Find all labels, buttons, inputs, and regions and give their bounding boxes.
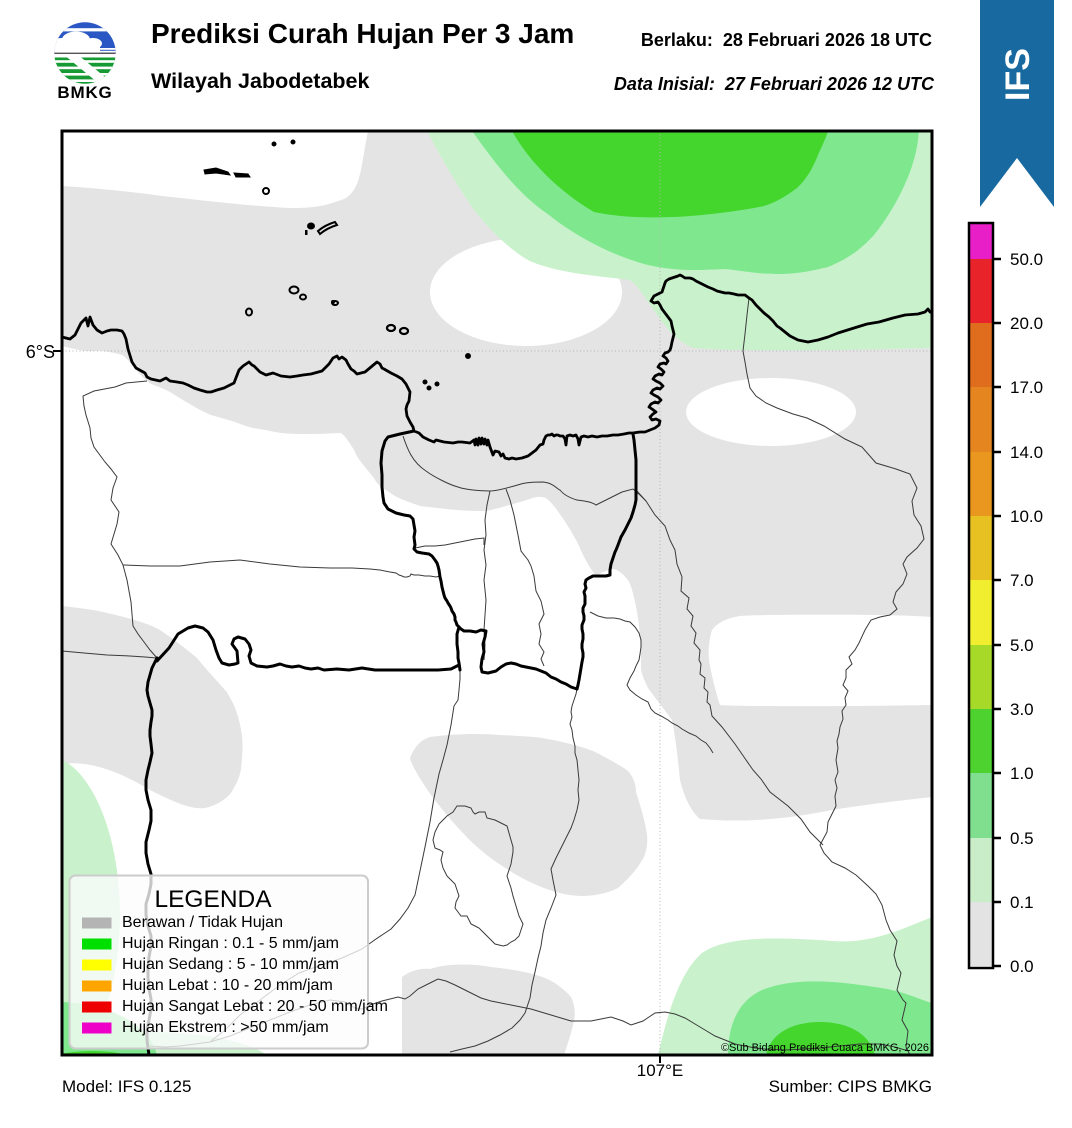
svg-text:5.0: 5.0	[1010, 636, 1034, 655]
svg-text:IFS: IFS	[999, 48, 1037, 101]
svg-text:Hujan Sangat Lebat : 20 - 50 m: Hujan Sangat Lebat : 20 - 50 mm/jam	[122, 998, 388, 1015]
svg-text:6°S: 6°S	[26, 342, 55, 362]
svg-text:Data Inisial: 27 Februari 202: Data Inisial: 27 Februari 2026 12 UTC	[614, 74, 935, 94]
svg-text:10.0: 10.0	[1010, 507, 1043, 526]
svg-text:20.0: 20.0	[1010, 314, 1043, 333]
svg-text:Sumber: CIPS BMKG: Sumber: CIPS BMKG	[769, 1077, 932, 1096]
svg-text:Hujan Ringan : 0.1 - 5 mm/jam: Hujan Ringan : 0.1 - 5 mm/jam	[122, 935, 339, 952]
svg-text:3.0: 3.0	[1010, 700, 1034, 719]
svg-text:0.0: 0.0	[1010, 957, 1034, 976]
svg-text:7.0: 7.0	[1010, 571, 1034, 590]
svg-text:Hujan Ekstrem : >50 mm/jam: Hujan Ekstrem : >50 mm/jam	[122, 1019, 329, 1036]
svg-text:Wilayah Jabodetabek: Wilayah Jabodetabek	[151, 69, 370, 93]
svg-text:©Sub Bidang Prediksi Cuaca BMK: ©Sub Bidang Prediksi Cuaca BMKG, 2026	[721, 1042, 929, 1054]
svg-text:0.5: 0.5	[1010, 829, 1034, 848]
svg-text:Berawan / Tidak Hujan: Berawan / Tidak Hujan	[122, 914, 283, 931]
svg-text:Prediksi Curah Hujan Per 3 Jam: Prediksi Curah Hujan Per 3 Jam	[151, 18, 574, 49]
svg-text:0.1: 0.1	[1010, 893, 1034, 912]
svg-text:Model: IFS 0.125: Model: IFS 0.125	[62, 1077, 191, 1096]
svg-text:14.0: 14.0	[1010, 443, 1043, 462]
svg-text:Hujan Sedang : 5 - 10 mm/jam: Hujan Sedang : 5 - 10 mm/jam	[122, 956, 339, 973]
svg-text:Berlaku: 28 Februari 2026 18: Berlaku: 28 Februari 2026 18 UTC	[641, 30, 932, 50]
svg-text:50.0: 50.0	[1010, 250, 1043, 269]
svg-text:1.0: 1.0	[1010, 764, 1034, 783]
svg-text:17.0: 17.0	[1010, 378, 1043, 397]
svg-text:107°E: 107°E	[637, 1061, 684, 1080]
svg-text:LEGENDA: LEGENDA	[154, 886, 272, 913]
svg-text:BMKG: BMKG	[57, 83, 112, 102]
svg-text:Hujan Lebat : 10 - 20 mm/jam: Hujan Lebat : 10 - 20 mm/jam	[122, 977, 333, 994]
